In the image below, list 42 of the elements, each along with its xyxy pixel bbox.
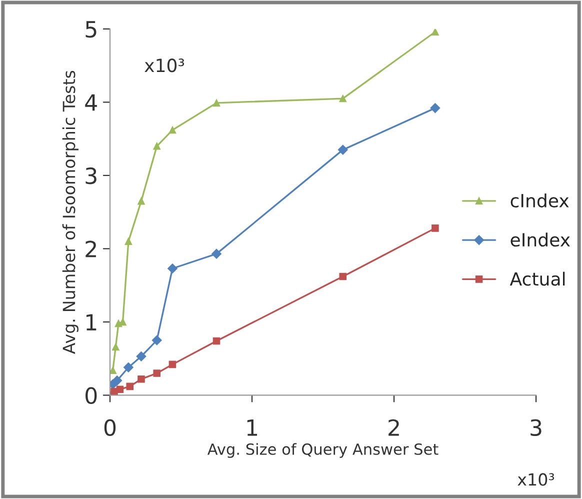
point <box>112 376 122 386</box>
point <box>138 375 145 383</box>
x-tick-label: 0 <box>104 419 116 436</box>
point <box>338 144 348 155</box>
y-tick-label: 4 <box>85 94 97 111</box>
x-tick-label: 1 <box>247 420 258 436</box>
y-tick-label: 3 <box>86 167 96 184</box>
point <box>110 366 116 374</box>
point <box>136 351 146 362</box>
point <box>212 248 222 259</box>
point <box>126 382 134 390</box>
text: x10³ <box>518 473 554 486</box>
point <box>339 94 347 102</box>
y-tick-label: 0 <box>86 387 97 404</box>
point <box>432 224 439 232</box>
point <box>339 272 347 280</box>
point <box>212 337 220 345</box>
point <box>124 238 132 246</box>
point <box>152 335 162 346</box>
point <box>116 386 124 393</box>
point <box>212 99 220 107</box>
point <box>138 197 145 205</box>
point <box>430 103 440 113</box>
x-axis-title: Avg. Size of Query Answer Set <box>207 443 438 458</box>
y-axis-title: Avg. Number of Isoomorphic Tests <box>62 70 78 354</box>
point <box>153 142 161 150</box>
y-tick-label: 1 <box>86 314 96 330</box>
point <box>124 362 134 372</box>
y-tick-label: 5 <box>86 21 96 38</box>
annotation: x10³ <box>144 58 184 72</box>
x-tick-label: 2 <box>388 419 399 436</box>
point <box>168 126 176 134</box>
legend-label: Actual <box>510 272 565 286</box>
x-tick-label: 3 <box>530 419 542 436</box>
point <box>432 28 439 36</box>
point <box>168 360 176 368</box>
legend-label: cIndex <box>510 194 569 208</box>
y-tick-label: 2 <box>86 240 96 258</box>
legend-label: eIndex <box>510 232 570 247</box>
point <box>153 370 161 377</box>
point <box>168 264 178 274</box>
point <box>112 343 120 351</box>
